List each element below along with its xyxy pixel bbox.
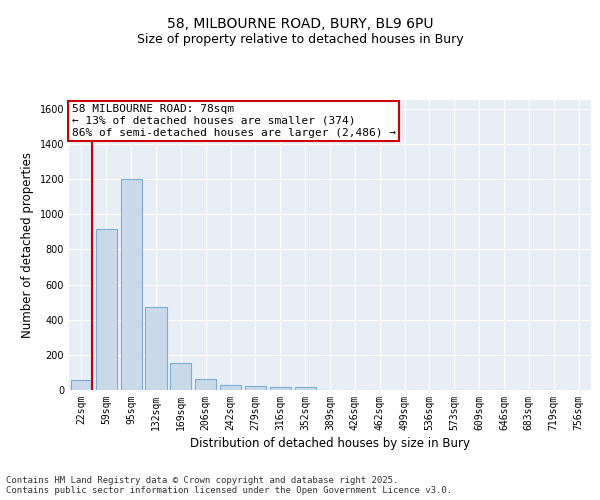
Text: 58 MILBOURNE ROAD: 78sqm
← 13% of detached houses are smaller (374)
86% of semi-: 58 MILBOURNE ROAD: 78sqm ← 13% of detach… — [71, 104, 395, 138]
Text: Contains HM Land Registry data © Crown copyright and database right 2025.
Contai: Contains HM Land Registry data © Crown c… — [6, 476, 452, 495]
Bar — [220, 384, 241, 390]
Bar — [245, 386, 266, 390]
Y-axis label: Number of detached properties: Number of detached properties — [21, 152, 34, 338]
X-axis label: Distribution of detached houses by size in Bury: Distribution of detached houses by size … — [190, 437, 470, 450]
Text: 58, MILBOURNE ROAD, BURY, BL9 6PU: 58, MILBOURNE ROAD, BURY, BL9 6PU — [167, 18, 433, 32]
Bar — [170, 363, 191, 390]
Bar — [195, 380, 216, 390]
Bar — [96, 229, 117, 390]
Bar — [71, 380, 92, 390]
Bar — [270, 388, 291, 390]
Bar — [121, 179, 142, 390]
Text: Size of property relative to detached houses in Bury: Size of property relative to detached ho… — [137, 32, 463, 46]
Bar — [295, 388, 316, 390]
Bar — [145, 308, 167, 390]
